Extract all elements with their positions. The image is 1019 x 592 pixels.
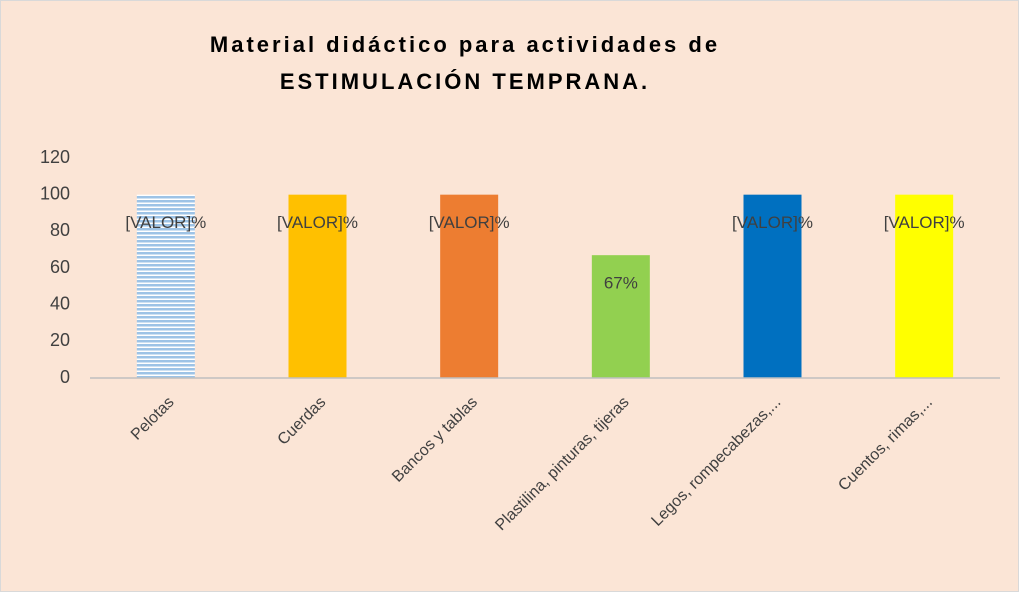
y-tick-label: 20 bbox=[50, 330, 70, 350]
bar bbox=[743, 194, 802, 378]
y-tick-label: 0 bbox=[60, 367, 70, 387]
y-tick-label: 100 bbox=[40, 183, 70, 203]
bar bbox=[288, 194, 347, 378]
data-label: [VALOR]% bbox=[429, 213, 510, 232]
bar bbox=[591, 255, 650, 378]
y-tick-label: 120 bbox=[40, 147, 70, 167]
y-tick-label: 60 bbox=[50, 257, 70, 277]
data-label: [VALOR]% bbox=[277, 213, 358, 232]
data-label: [VALOR]% bbox=[732, 213, 813, 232]
bar bbox=[440, 194, 499, 378]
bar bbox=[895, 194, 954, 378]
bar bbox=[136, 194, 195, 378]
data-label: 67% bbox=[604, 274, 638, 293]
data-label: [VALOR]% bbox=[125, 213, 206, 232]
chart-title: Material didáctico para actividades de bbox=[210, 32, 720, 57]
chart-title: ESTIMULACIÓN TEMPRANA. bbox=[280, 69, 650, 94]
y-tick-label: 40 bbox=[50, 293, 70, 313]
data-label: [VALOR]% bbox=[884, 213, 965, 232]
y-tick-label: 80 bbox=[50, 220, 70, 240]
